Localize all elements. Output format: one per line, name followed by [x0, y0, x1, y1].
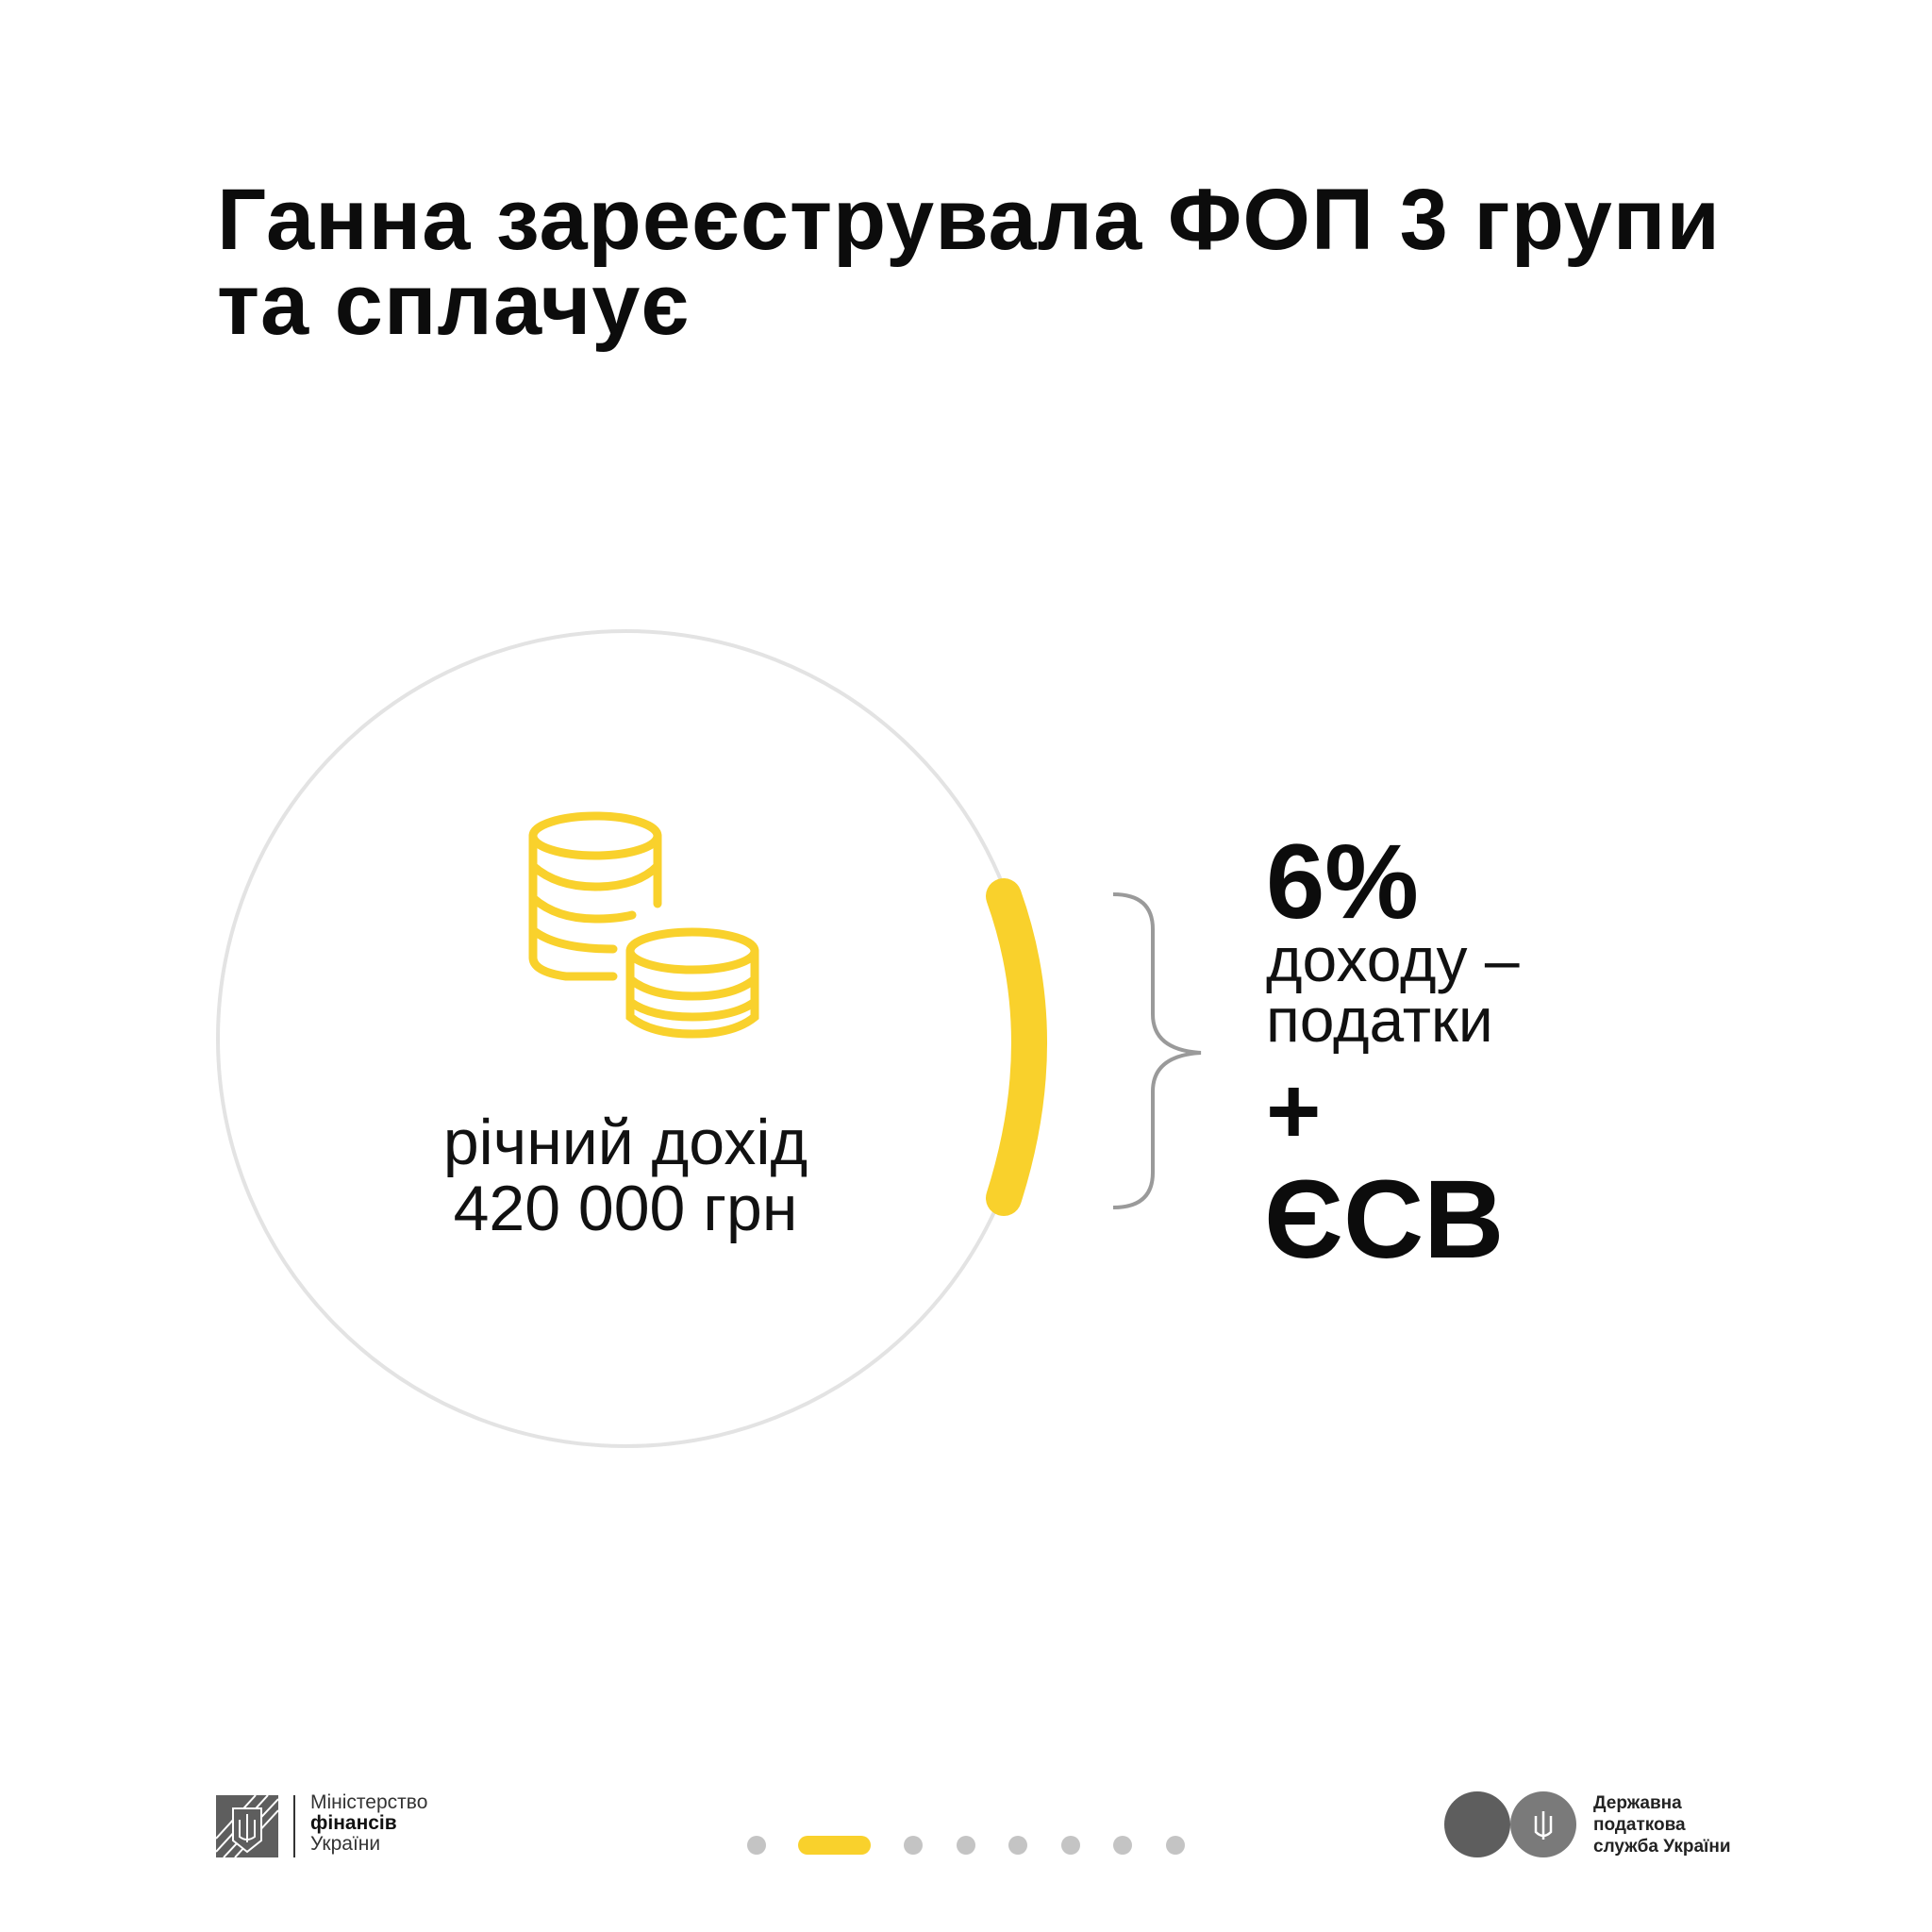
logo-divider	[293, 1795, 295, 1857]
income-amount: 420 000 грн	[453, 1173, 798, 1244]
tax-service-line-1: Державна	[1593, 1793, 1682, 1813]
tax-rate: 6%	[1266, 823, 1419, 941]
annual-income: річний дохід 420 000 грн	[342, 1109, 908, 1241]
ministry-name: Міністерство фінансів України	[310, 1792, 427, 1855]
accent-arc	[986, 878, 1047, 1216]
plus-sign: +	[1266, 1058, 1322, 1164]
esv-label: ЄСВ	[1264, 1158, 1505, 1282]
page-dot-7[interactable]	[1113, 1836, 1132, 1855]
page-dot-6[interactable]	[1061, 1836, 1080, 1855]
ministry-line-2: фінансів	[310, 1812, 397, 1834]
income-label: річний дохід	[442, 1107, 808, 1178]
tax-line-2: податки	[1266, 985, 1493, 1055]
page-title: Ганна зареєструвала ФОП 3 групи та сплач…	[217, 172, 1721, 353]
tax-service-name: Державна податкова служба України	[1593, 1792, 1731, 1857]
page-dot-1[interactable]	[747, 1836, 766, 1855]
ministry-logo-icon	[216, 1795, 278, 1857]
coins-icon	[528, 811, 759, 1039]
tax-service-logo-icon	[1444, 1791, 1576, 1857]
tax-service-line-2: податкова	[1593, 1815, 1686, 1835]
ministry-line-1: Міністерство	[310, 1791, 428, 1813]
page-dot-2-active[interactable]	[798, 1836, 871, 1855]
income-circle	[216, 629, 1035, 1448]
page-dot-8[interactable]	[1166, 1836, 1185, 1855]
brace	[1112, 892, 1202, 1209]
ministry-line-3: України	[310, 1833, 381, 1855]
title-line-1: Ганна зареєструвала ФОП 3 групи	[217, 172, 1721, 268]
page-dot-5[interactable]	[1008, 1836, 1027, 1855]
page-dot-4[interactable]	[957, 1836, 975, 1855]
tax-description: доходу – податки	[1266, 924, 1520, 1055]
tax-line-1: доходу –	[1266, 924, 1520, 994]
tax-service-line-3: служба України	[1593, 1837, 1731, 1857]
title-line-2: та сплачує	[217, 257, 691, 353]
page-dot-3[interactable]	[904, 1836, 923, 1855]
